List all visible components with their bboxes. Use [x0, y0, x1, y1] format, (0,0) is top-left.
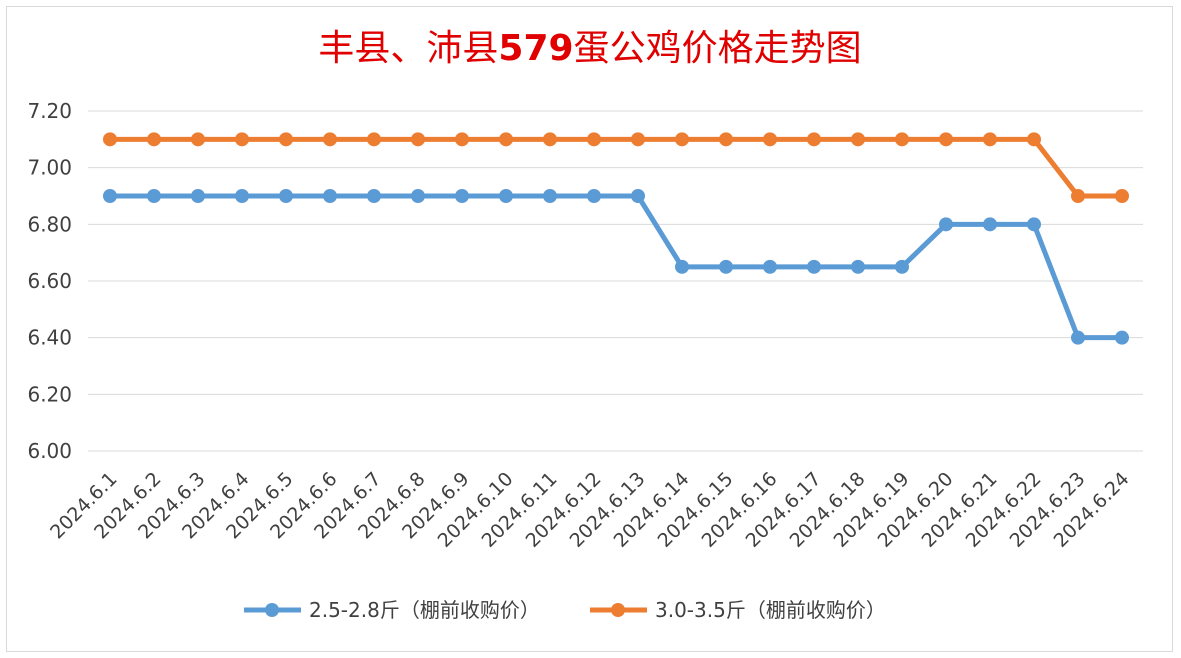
chart-title-part: 蛋公鸡价格走势图	[574, 28, 862, 69]
data-point	[675, 132, 689, 147]
legend-item: 3.0-3.5斤（棚前收购价）	[590, 598, 886, 622]
data-point	[1115, 330, 1129, 345]
data-point	[719, 259, 733, 274]
data-point	[939, 132, 953, 147]
data-point	[851, 132, 865, 147]
data-point	[631, 189, 645, 203]
data-point	[1071, 189, 1085, 203]
legend-swatch-marker	[611, 603, 625, 617]
data-point	[499, 132, 513, 147]
data-point	[411, 189, 425, 203]
data-point	[499, 189, 513, 203]
data-point	[367, 189, 381, 203]
data-point	[939, 217, 953, 232]
data-point	[763, 259, 777, 274]
y-tick-label: 6.20	[27, 382, 72, 406]
data-point	[103, 189, 117, 203]
series-1	[103, 189, 1129, 345]
chart-frame	[6, 6, 1173, 652]
data-point	[455, 189, 469, 203]
legend-label: 2.5-2.8斤（棚前收购价）	[309, 598, 540, 622]
chart-title-part: 579	[498, 28, 573, 69]
chart-title: 丰县、沛县579蛋公鸡价格走势图	[318, 28, 861, 69]
chart-title-part: 丰县、沛县	[318, 28, 498, 69]
series-2	[103, 132, 1129, 203]
data-point	[807, 259, 821, 274]
data-point	[807, 132, 821, 147]
y-axis-tick-labels: 6.00 6.20 6.40 6.60 6.80 7.00 7.20	[27, 99, 72, 463]
data-point	[455, 132, 469, 147]
legend: 2.5-2.8斤（棚前收购价） 3.0-3.5斤（棚前收购价）	[244, 598, 886, 622]
data-point	[763, 132, 777, 147]
data-point	[279, 189, 293, 203]
data-point	[411, 132, 425, 147]
x-axis-tick-labels: 2024.6.12024.6.22024.6.32024.6.42024.6.5…	[46, 468, 1133, 552]
series-line	[107, 136, 1125, 199]
data-point	[323, 189, 337, 203]
data-point	[147, 132, 161, 147]
data-point	[191, 189, 205, 203]
data-point	[895, 259, 909, 274]
data-point	[983, 132, 997, 147]
data-point	[895, 132, 909, 147]
data-point	[1071, 330, 1085, 345]
data-point	[851, 259, 865, 274]
y-tick-label: 6.80	[27, 212, 72, 236]
data-point	[587, 189, 601, 203]
data-point	[279, 132, 293, 147]
data-point	[587, 132, 601, 147]
series-line	[107, 193, 1125, 341]
data-point	[631, 132, 645, 147]
data-point	[543, 132, 557, 147]
y-tick-label: 7.20	[27, 99, 72, 123]
data-point	[1027, 217, 1041, 232]
legend-item: 2.5-2.8斤（棚前收购价）	[244, 598, 540, 622]
series-lines	[103, 132, 1129, 345]
y-tick-label: 7.00	[27, 156, 72, 180]
data-point	[983, 217, 997, 232]
data-point	[191, 132, 205, 147]
gridlines	[88, 110, 1143, 452]
data-point	[147, 189, 161, 203]
data-point	[675, 259, 689, 274]
legend-label: 3.0-3.5斤（棚前收购价）	[655, 598, 886, 622]
data-point	[323, 132, 337, 147]
data-point	[367, 132, 381, 147]
y-tick-label: 6.00	[27, 439, 72, 463]
y-tick-label: 6.60	[27, 269, 72, 293]
data-point	[719, 132, 733, 147]
data-point	[235, 132, 249, 147]
data-point	[1115, 189, 1129, 203]
legend-swatch-marker	[265, 603, 279, 617]
data-point	[235, 189, 249, 203]
data-point	[1027, 132, 1041, 147]
y-tick-label: 6.40	[27, 326, 72, 350]
data-point	[543, 189, 557, 203]
data-point	[103, 132, 117, 147]
